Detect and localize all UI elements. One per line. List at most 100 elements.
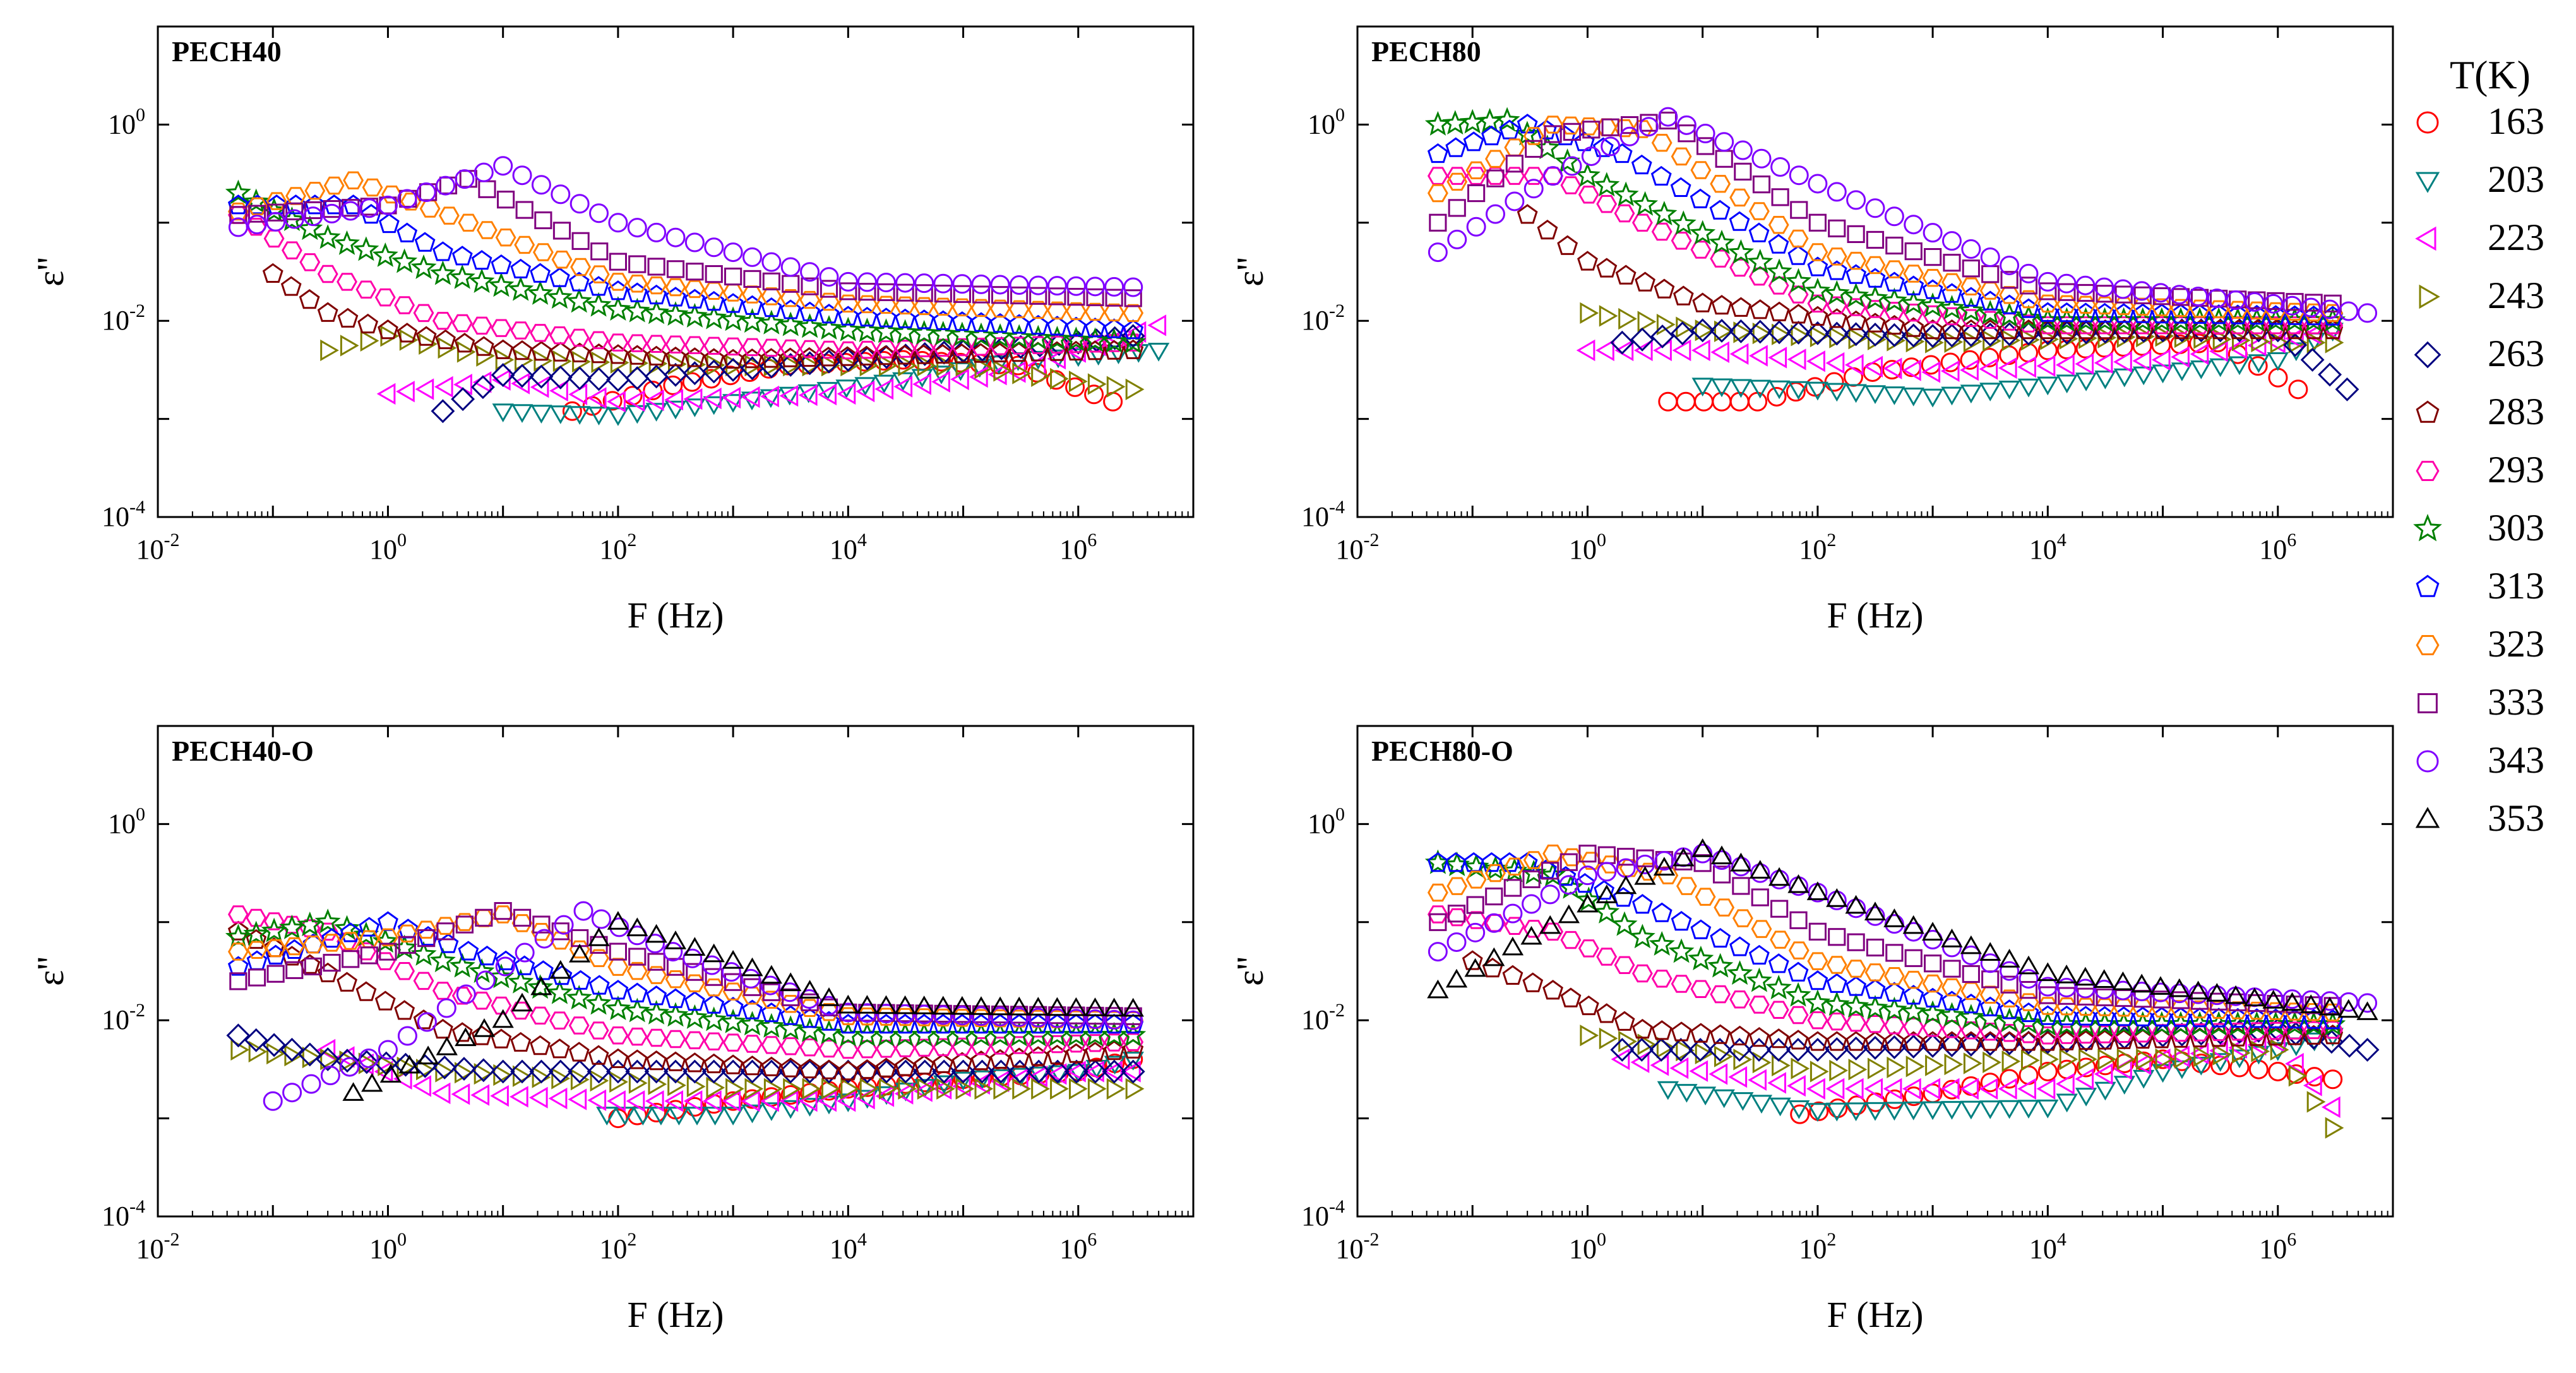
data-point xyxy=(246,929,267,949)
series-243 xyxy=(1580,1025,2344,1139)
data-point xyxy=(780,1005,801,1025)
data-point xyxy=(2208,1023,2229,1042)
data-point xyxy=(2305,294,2323,312)
data-point xyxy=(1693,843,1713,864)
data-point xyxy=(303,206,323,227)
data-point xyxy=(778,386,801,406)
data-point xyxy=(1658,391,1678,412)
data-point xyxy=(1651,134,1673,152)
data-point xyxy=(664,388,683,411)
data-point xyxy=(436,1036,458,1055)
legend-label: 323 xyxy=(2488,623,2544,665)
data-point xyxy=(1692,292,1714,312)
data-point xyxy=(2284,1021,2305,1040)
data-point xyxy=(2132,999,2154,1018)
data-point xyxy=(1772,1054,1791,1077)
data-point xyxy=(1747,249,1774,274)
data-point xyxy=(2037,376,2059,396)
data-point xyxy=(780,299,801,319)
data-point xyxy=(246,941,268,959)
legend-marker xyxy=(2414,341,2442,369)
data-point xyxy=(1446,908,1468,927)
x-tick-label: 106 xyxy=(1059,1229,1097,1264)
data-point xyxy=(2337,999,2359,1018)
data-point xyxy=(297,1042,322,1067)
x-tick-label: 100 xyxy=(1569,1229,1606,1264)
data-point xyxy=(320,1048,339,1071)
data-point xyxy=(684,974,705,992)
data-point xyxy=(562,401,582,421)
data-point xyxy=(2243,987,2266,1007)
data-point xyxy=(1846,251,1867,270)
data-point xyxy=(2226,290,2246,310)
data-point xyxy=(837,383,856,405)
data-point xyxy=(821,1078,840,1100)
data-point xyxy=(1671,232,1692,250)
data-point xyxy=(2132,336,2152,356)
data-point xyxy=(568,1016,590,1035)
data-point xyxy=(801,277,819,295)
data-point xyxy=(1826,1013,1847,1031)
data-point xyxy=(1787,1075,1806,1097)
data-point xyxy=(532,243,554,261)
legend-marker xyxy=(2415,807,2440,828)
data-point xyxy=(1747,1038,1771,1062)
data-point xyxy=(1883,967,1905,985)
data-point xyxy=(413,304,434,323)
data-point xyxy=(1446,167,1468,185)
data-point xyxy=(1844,354,1864,376)
data-point xyxy=(1826,383,1848,402)
data-point xyxy=(1848,1059,1868,1081)
data-point xyxy=(1592,137,1614,157)
data-point xyxy=(1943,254,1961,272)
data-point xyxy=(1066,1009,1086,1029)
data-point xyxy=(1790,1104,1810,1124)
data-point xyxy=(1904,922,1924,942)
data-point xyxy=(1979,1078,1998,1100)
data-point xyxy=(492,905,514,924)
data-point xyxy=(1124,289,1142,307)
data-point xyxy=(646,335,667,353)
data-point xyxy=(1596,194,1618,213)
data-point xyxy=(816,382,838,401)
data-point xyxy=(568,1088,587,1110)
data-point xyxy=(1768,347,1787,369)
data-point xyxy=(1691,377,1714,397)
data-point xyxy=(856,995,878,1014)
data-point xyxy=(912,373,931,395)
data-point xyxy=(1804,989,1831,1014)
data-point xyxy=(263,912,285,930)
data-point xyxy=(456,984,476,1004)
data-point xyxy=(742,1055,763,1076)
data-point xyxy=(624,297,650,323)
data-point xyxy=(1614,204,1635,223)
data-point xyxy=(1544,125,1562,143)
data-point xyxy=(451,246,473,266)
data-point xyxy=(1752,175,1771,194)
data-point xyxy=(1960,1100,1982,1120)
data-point xyxy=(991,286,1010,304)
data-point xyxy=(2189,299,2210,318)
data-point xyxy=(1787,874,1810,893)
x-tick-label: 104 xyxy=(830,1229,867,1264)
data-point xyxy=(1614,1011,1635,1031)
data-point xyxy=(664,400,687,420)
data-point xyxy=(742,1089,762,1109)
data-point xyxy=(1981,970,2000,989)
data-point xyxy=(1006,324,1032,349)
data-point xyxy=(1768,1001,1789,1019)
data-point xyxy=(798,384,818,407)
data-point xyxy=(1522,894,1542,914)
data-point xyxy=(1768,1028,1789,1049)
data-point xyxy=(876,340,897,359)
data-point xyxy=(397,1026,417,1046)
data-point xyxy=(607,344,629,364)
data-point xyxy=(2096,988,2114,1007)
data-point xyxy=(458,941,479,961)
data-point xyxy=(2056,273,2077,294)
data-point xyxy=(893,376,913,398)
series-223 xyxy=(376,314,1167,413)
data-point xyxy=(280,276,302,296)
data-point xyxy=(1539,915,1561,934)
data-point xyxy=(549,960,571,979)
